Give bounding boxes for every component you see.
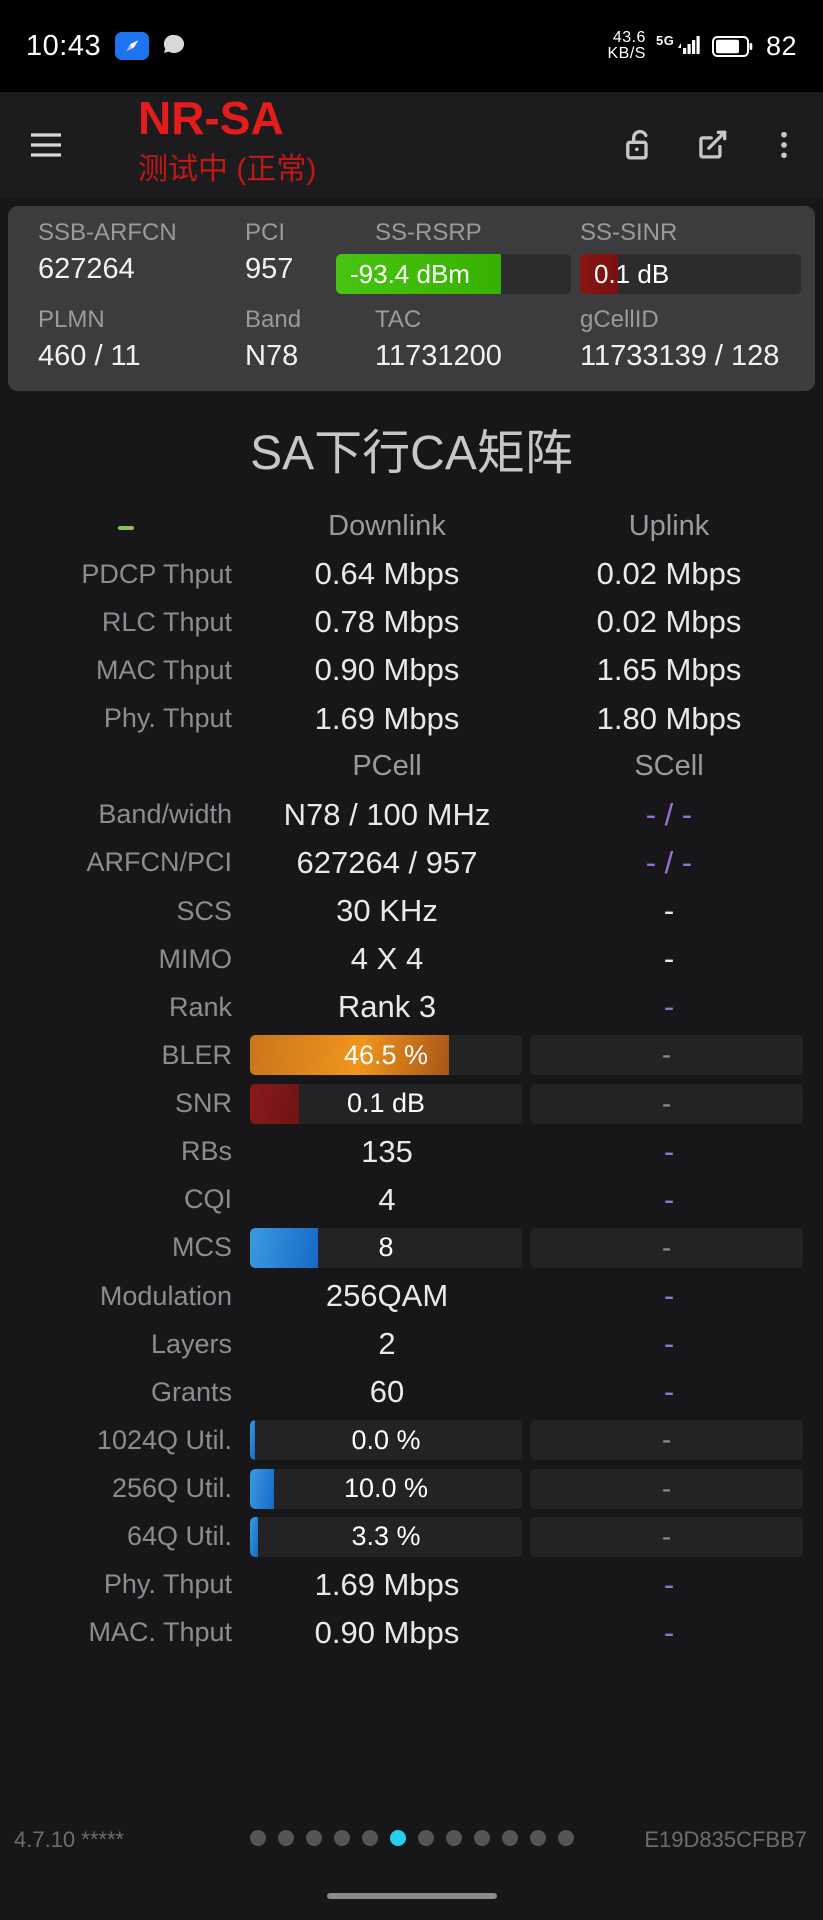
svg-text:5G: 5G: [656, 33, 674, 48]
